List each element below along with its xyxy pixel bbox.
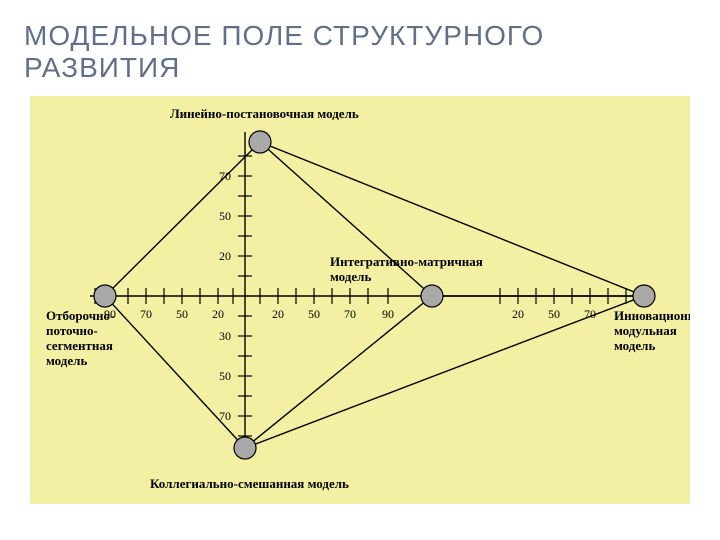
x-tick-label: 50 bbox=[548, 307, 560, 321]
node-left bbox=[94, 285, 116, 307]
x-tick-label: 70 bbox=[140, 307, 152, 321]
node-label-bottom: Коллегиально-смешанная модель bbox=[150, 476, 349, 491]
y-tick-label: 30 bbox=[219, 329, 231, 343]
x-tick-label: 50 bbox=[308, 307, 320, 321]
node-label-matrix: Интегративно-матричнаямодель bbox=[330, 254, 483, 284]
x-tick-label: 70 bbox=[344, 307, 356, 321]
edge bbox=[260, 142, 644, 296]
node-bottom bbox=[234, 437, 256, 459]
y-tick-label: 20 bbox=[219, 249, 231, 263]
x-tick-label: 70 bbox=[584, 307, 596, 321]
diagram-canvas: 9070502020507090205070205070305070Линейн… bbox=[30, 96, 690, 504]
node-label-right: Инновационно-модульнаямодель bbox=[614, 308, 690, 353]
page-title: МОДЕЛЬНОЕ ПОЛЕ СТРУКТУРНОГО РАЗВИТИЯ bbox=[0, 0, 720, 84]
x-tick-label: 20 bbox=[512, 307, 524, 321]
y-tick-label: 50 bbox=[219, 369, 231, 383]
diagram-svg: 9070502020507090205070205070305070Линейн… bbox=[30, 96, 690, 504]
y-tick-label: 70 bbox=[219, 169, 231, 183]
y-tick-label: 50 bbox=[219, 209, 231, 223]
x-tick-label: 20 bbox=[212, 307, 224, 321]
x-tick-label: 20 bbox=[272, 307, 284, 321]
x-tick-label: 50 bbox=[176, 307, 188, 321]
node-top bbox=[249, 131, 271, 153]
x-tick-label: 90 bbox=[382, 307, 394, 321]
node-matrix bbox=[421, 285, 443, 307]
edge bbox=[105, 142, 260, 296]
node-label-top: Линейно-постановочная модель bbox=[170, 106, 359, 121]
node-label-left: Отборочно-поточно-сегментнаямодель bbox=[46, 308, 114, 368]
y-tick-label: 70 bbox=[219, 409, 231, 423]
node-right bbox=[633, 285, 655, 307]
